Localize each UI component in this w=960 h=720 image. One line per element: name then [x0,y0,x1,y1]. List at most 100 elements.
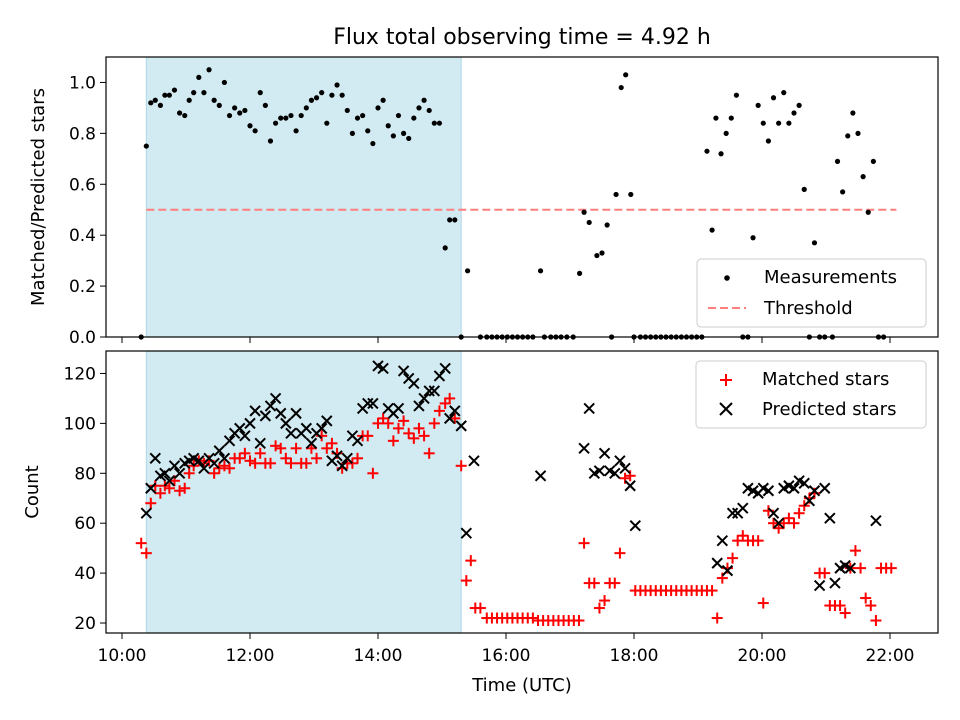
matched-star-point [465,555,477,567]
predicted-star-point [336,460,348,472]
measurement-point [436,120,443,126]
predicted-star-point [315,422,328,435]
predicted-star-point [721,564,734,577]
predicted-star-point [829,577,841,589]
matched-star-point [573,615,585,627]
predicted-star-point [767,507,780,519]
matched-star-point [768,517,780,529]
top-plot-frame [105,56,939,338]
predicted-star-point [844,562,857,574]
matched-star-point [798,500,810,512]
measurement-point [182,112,188,119]
matched-star-point [716,572,728,584]
top-x-ticks [121,337,891,343]
measurement-point [850,110,856,116]
measurement-point [411,115,417,121]
measurement-point [252,128,258,134]
measurement-point [370,140,376,147]
measurement-point [613,191,619,198]
top-legend-box [696,258,927,328]
predicted-star-point [468,455,480,467]
predicted-star-point [244,417,256,430]
bottom-y-tick-label: 40 [74,564,96,584]
predicted-star-point [726,507,739,519]
predicted-star-point [300,422,313,435]
matched-star-point [819,567,831,579]
measurement-point [171,87,178,93]
matched-star-point [270,440,282,452]
measurement-point [628,191,634,198]
top-y-tick-label: 0.6 [69,175,96,195]
bottom-y-tick-label: 20 [74,614,96,634]
matched-star-point [527,612,539,624]
matched-star-point [413,422,425,434]
matched-star-point [599,595,611,607]
measurement-point [262,102,268,108]
measurement-point [186,97,192,103]
predicted-star-point [788,482,800,494]
measurement-point [586,219,592,226]
measurement-point [599,250,605,256]
predicted-star-point [737,502,749,514]
predicted-star-point [362,397,374,410]
predicted-star-point [239,430,251,442]
predicted-legend-marker [719,402,733,416]
measurement-point [303,105,309,111]
matched-star-point [392,422,404,434]
matched-star-point [208,467,220,479]
matched-star-point [423,447,435,459]
matched-star-point [145,497,157,509]
predicted-star-point [159,467,171,479]
predicted-star-point [819,482,831,494]
measurement-point [360,112,366,119]
matched-star-point [757,597,769,609]
matched-star-point [174,485,186,497]
measurement-point [447,217,453,223]
bottom-legend: Matched stars Predicted stars [695,360,927,429]
predicted-star-point [609,467,621,479]
matched-star-point [588,577,600,589]
predicted-star-point [254,437,266,450]
matched-star-point [788,517,800,529]
predicted-star-point [331,450,343,462]
bottom-x-tick-label: 12:00 [226,646,275,666]
predicted-star-point [433,370,446,382]
top-plot: 0.0 0.2 0.4 0.6 0.8 1.0 Matched/Predicted sta… [28,56,939,348]
matched-star-point [860,592,872,604]
measurement-point [713,115,719,121]
measurement-point [840,189,846,195]
matched-star-point [352,452,364,464]
measurement-point [211,97,217,103]
matched-star-point [885,562,897,574]
predicted-star-point [428,385,441,397]
measurement-point [406,135,412,142]
predicted-star-point [264,400,277,412]
predicted-star-point [208,457,220,470]
measurement-point [354,115,361,121]
matched-star-point [382,417,394,429]
predicted-star-point [598,447,611,460]
measurement-point [594,252,600,259]
predicted-star-point [629,519,641,532]
predicted-star-point [443,412,456,425]
predicted-star-point [870,514,882,527]
predicted-star-point [269,392,282,405]
measurement-point [288,112,294,119]
predicted-star-point [193,455,205,467]
measurement-point [416,105,422,111]
measurement-point [177,110,183,116]
matched-star-point [244,455,256,467]
matched-star-point [311,452,323,464]
predicted-star-point [460,527,473,539]
measurement-point [257,90,263,96]
predicted-star-point [798,477,810,489]
predicted-star-point [808,485,821,497]
matched-star-point [727,552,739,564]
bottom-x-tick-label: 18:00 [610,646,659,666]
matched-star-point [377,412,389,424]
predicted-star-point [534,470,547,482]
matched-star-point [140,547,152,559]
matched-star-point [398,415,410,427]
matched-star-point [224,462,236,474]
predicted-star-point [449,405,461,417]
